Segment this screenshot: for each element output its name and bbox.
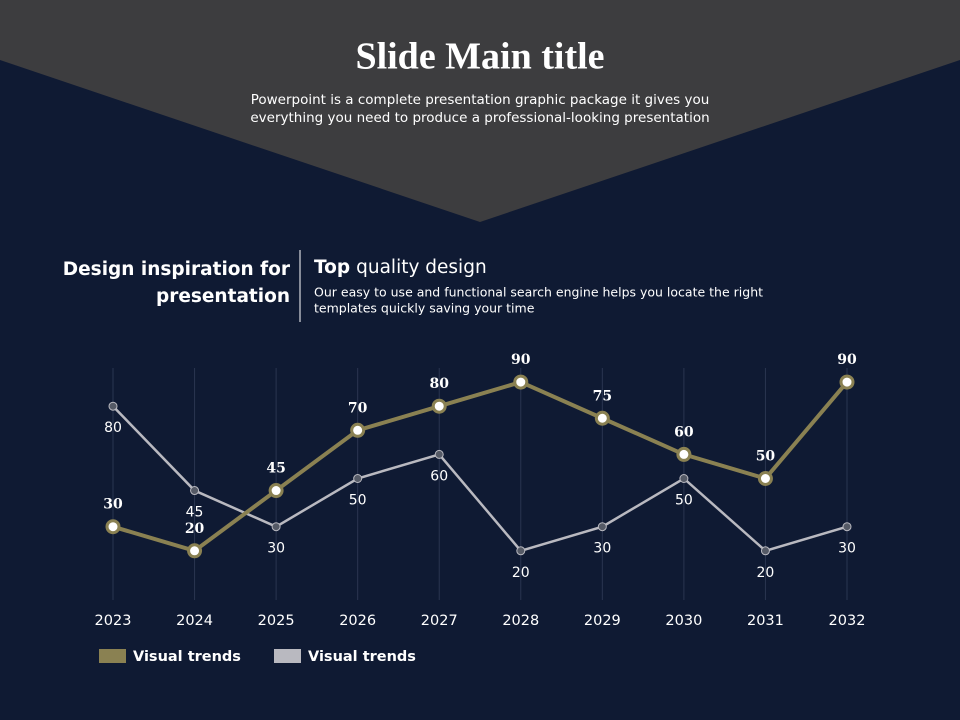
point	[187, 543, 203, 559]
point	[353, 474, 363, 483]
x-tick-label: 2025	[258, 613, 295, 629]
description: Our easy to use and functional search en…	[314, 285, 763, 300]
value-label: 20	[512, 565, 530, 581]
point	[760, 546, 770, 556]
x-tick-label: 2026	[339, 613, 376, 629]
slide-title: Slide Main title	[355, 36, 604, 78]
point	[757, 471, 773, 486]
point	[105, 519, 121, 535]
x-tick-label: 2023	[95, 613, 132, 629]
section-heading: Design inspiration for	[63, 259, 291, 280]
point	[350, 422, 366, 438]
point	[513, 374, 529, 390]
value-label: 80	[104, 420, 122, 436]
point	[516, 546, 526, 556]
point	[839, 374, 855, 390]
value-label: 50	[756, 449, 776, 465]
point	[271, 522, 281, 532]
value-label: 50	[675, 493, 693, 509]
point	[842, 522, 852, 532]
value-label: 60	[430, 468, 448, 484]
x-tick-label: 2024	[176, 613, 213, 629]
tagline-bold: Top	[314, 257, 350, 278]
value-label: 60	[674, 424, 694, 440]
value-label: 70	[348, 400, 368, 416]
point	[597, 522, 607, 532]
series-line	[112, 379, 849, 554]
point	[676, 446, 692, 462]
value-label: 30	[103, 497, 123, 513]
x-tick-label: 2027	[421, 613, 458, 629]
legend-label: Visual trends	[133, 649, 241, 665]
header-banner	[0, 0, 960, 222]
value-label: 30	[593, 541, 611, 557]
x-tick-label: 2031	[747, 613, 784, 629]
value-label: 75	[593, 388, 612, 404]
tagline-rest: quality design	[356, 257, 487, 278]
tagline: Top quality design	[314, 257, 487, 278]
x-tick-label: 2030	[665, 613, 702, 629]
point	[431, 398, 447, 414]
legend-label: Visual trends	[308, 649, 416, 665]
subtitle: Powerpoint is a complete presentation gr…	[251, 92, 710, 108]
point	[108, 401, 118, 411]
value-label: 20	[757, 565, 775, 581]
x-tick-label: 2032	[829, 613, 866, 629]
value-label: 50	[349, 493, 367, 509]
legend-swatch	[99, 649, 126, 663]
value-label: 90	[837, 352, 857, 368]
point	[268, 483, 284, 499]
value-label: 80	[429, 376, 449, 392]
section-heading: presentation	[156, 286, 290, 307]
x-tick-label: 2028	[502, 613, 539, 629]
point	[679, 474, 689, 483]
subtitle: everything you need to produce a profess…	[250, 110, 709, 126]
description: templates quickly saving your time	[314, 301, 535, 316]
value-label: 90	[511, 352, 531, 368]
point	[190, 486, 200, 496]
legend-swatch	[274, 649, 301, 663]
value-label: 45	[186, 505, 204, 521]
point	[594, 410, 610, 426]
value-label: 30	[267, 541, 285, 557]
value-label: 30	[838, 541, 856, 557]
value-label: 45	[266, 461, 285, 477]
value-label: 20	[185, 521, 205, 537]
series-line	[112, 405, 848, 553]
point	[434, 449, 444, 459]
x-tick-label: 2029	[584, 613, 621, 629]
